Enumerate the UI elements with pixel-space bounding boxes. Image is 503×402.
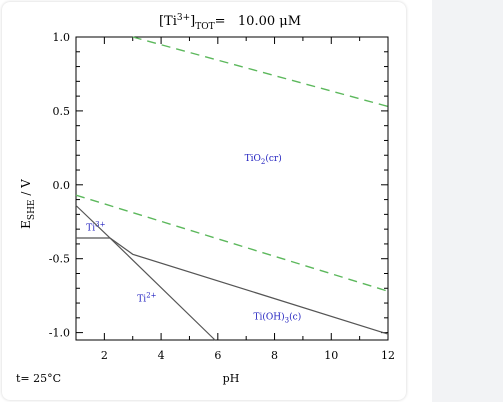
x-axis-label: pH [223,372,240,385]
region-labels: TiO2(cr) Ti3+ Ti2+ Ti(OH)3(c) [86,153,301,324]
y-tick-label: -0.5 [49,253,70,266]
chart-title: [Ti3+]TOT= 10.00 μM [159,13,301,32]
water-stability-line [132,36,389,108]
series-layer [75,36,389,341]
chart-card [2,2,406,400]
species-region-label: TiO2(cr) [245,153,282,166]
species-region-label: Ti3+ [86,221,105,234]
species-region-label: Ti2+ [137,292,156,305]
x-tick-label: 8 [271,349,278,362]
temperature-label: t= 25°C [16,372,61,385]
water-stability-line [75,194,389,292]
phase-boundary-line [75,205,389,335]
y-tick-label: 1.0 [53,31,71,44]
x-tick-label: 10 [324,349,338,362]
y-tick-label: 0.5 [53,105,71,118]
axis-ticks: 2 4 6 8 10 12 1.0 0.5 0.0 -0.5 -1.0 [49,31,395,362]
x-tick-label: 4 [158,349,165,362]
x-tick-label: 6 [214,349,221,362]
y-axis-label: ESHE / V [19,179,37,229]
y-tick-label: 0.0 [53,179,71,192]
x-tick-label: 12 [381,349,395,362]
x-tick-label: 2 [101,349,108,362]
plot-area [75,36,389,341]
side-panel [432,0,503,402]
phase-boundary-line [109,237,216,341]
y-tick-label: -1.0 [49,327,70,340]
species-region-label: Ti(OH)3(c) [254,311,302,324]
